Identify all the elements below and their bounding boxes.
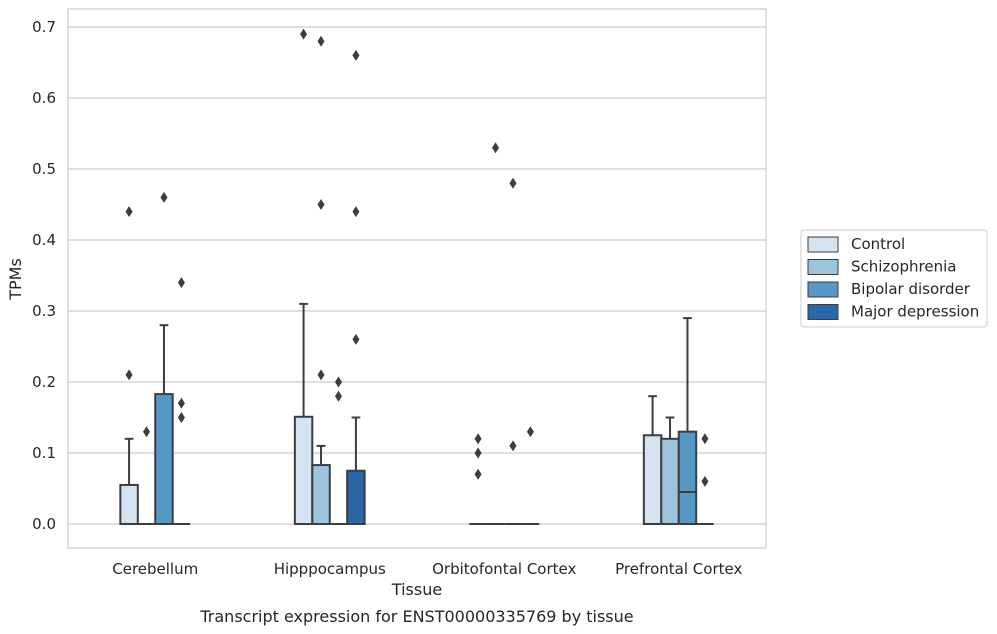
box-group [521, 426, 540, 525]
outlier-point [317, 35, 325, 47]
y-axis-label: TPMs [6, 258, 25, 301]
box-group [469, 433, 487, 525]
y-tick-label: 0.1 [32, 444, 56, 462]
boxes [119, 28, 714, 526]
x-tick-label: Prefrontal Cortex [615, 560, 742, 578]
outlier-point [526, 426, 534, 438]
outlier-point [492, 142, 500, 154]
outlier-point [352, 206, 360, 218]
outlier-point [125, 206, 133, 218]
outlier-point [160, 191, 168, 203]
legend-swatch [807, 236, 839, 253]
box-group [677, 317, 698, 526]
x-tick-label: Hipppocampus [274, 560, 386, 578]
legend: Control Schizophrenia Bipolar disorder Majo… [800, 229, 988, 328]
y-tick-label: 0.3 [32, 302, 56, 320]
x-tick-labels: Cerebellum Hipppocampus Orbitofontal Corte… [112, 560, 742, 578]
box-group [119, 206, 139, 526]
outlier-point [317, 369, 325, 381]
box [346, 469, 366, 525]
legend-frame [800, 229, 988, 328]
x-axis-label: Tissue [391, 580, 442, 599]
outlier-point [352, 49, 360, 61]
outlier-point [701, 433, 709, 445]
outlier-point [509, 440, 517, 452]
box-group [137, 426, 156, 525]
outlier-point [701, 475, 709, 487]
box-group [486, 142, 505, 525]
box [660, 437, 680, 525]
y-tick-label: 0.4 [32, 231, 56, 249]
box [642, 434, 663, 525]
x-tick-label: Cerebellum [112, 560, 198, 578]
box-group [696, 433, 714, 525]
box-group [346, 49, 366, 525]
y-tick-label: 0.2 [32, 373, 56, 391]
box-group [172, 277, 191, 525]
legend-label: Control [851, 235, 905, 253]
outlier-point [474, 433, 482, 445]
plot-frame [67, 8, 767, 549]
x-tick-label: Orbitofontal Cortex [432, 560, 576, 578]
box [311, 464, 331, 526]
box [154, 393, 174, 525]
legend-swatch [807, 259, 839, 275]
outlier-point [177, 397, 185, 409]
box-group [329, 376, 348, 525]
legend-swatch [807, 304, 839, 320]
y-tick-label: 0.5 [32, 160, 56, 178]
outlier-point [317, 199, 325, 210]
outlier-point [474, 468, 482, 480]
outlier-point [143, 426, 151, 438]
outlier-point [334, 390, 342, 402]
legend-label: Bipolar disorder [851, 280, 971, 298]
outlier-point [125, 369, 133, 381]
outlier-point [509, 177, 517, 189]
legend-label: Major depression [851, 303, 979, 321]
outlier-point [177, 412, 185, 423]
y-tick-labels: 0.0 0.1 0.2 0.3 0.4 0.5 0.6 0.7 [32, 18, 56, 533]
y-tick-label: 0.6 [32, 89, 56, 107]
outlier-point [334, 376, 342, 388]
y-tick-label: 0.0 [32, 515, 56, 533]
box-group [311, 35, 331, 526]
chart-caption: Transcript expression for ENST0000033576… [199, 607, 633, 626]
legend-swatch [807, 281, 839, 298]
outlier-point [177, 277, 185, 289]
box-group [504, 177, 522, 525]
box [677, 430, 698, 526]
outlier-point [300, 28, 308, 40]
outlier-point [352, 333, 360, 345]
y-tick-label: 0.7 [32, 18, 56, 36]
box [119, 483, 139, 526]
box-group [154, 191, 174, 525]
box [293, 415, 314, 526]
outlier-point [474, 447, 482, 459]
legend-label: Schizophrenia [851, 258, 956, 276]
